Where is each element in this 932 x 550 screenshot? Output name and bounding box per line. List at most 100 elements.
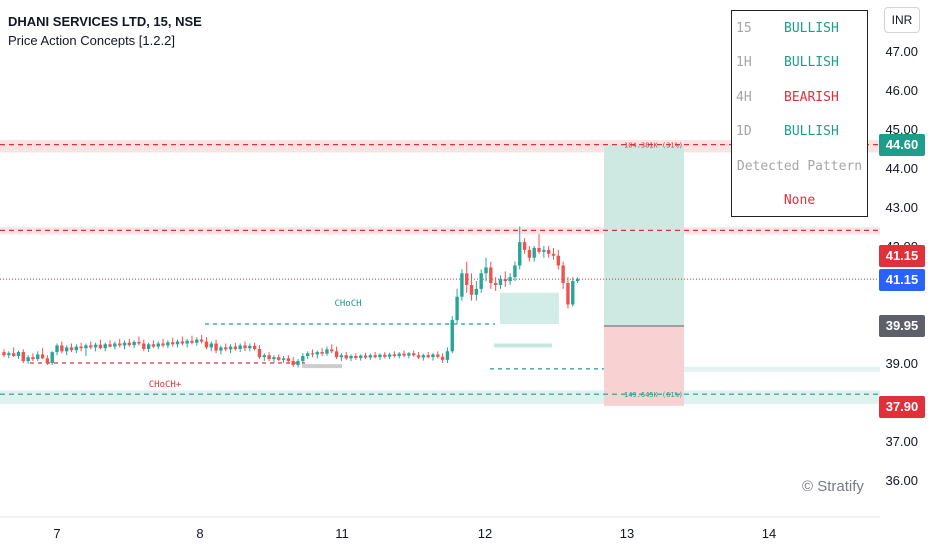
candle-body (383, 354, 387, 357)
take-profit-area (604, 144, 684, 326)
candle-body (151, 344, 156, 347)
pattern-value: None (783, 193, 816, 208)
symbol-title[interactable]: DHANI SERVICES LTD, 15, NSE (8, 14, 202, 29)
candle-body (89, 345, 93, 348)
watermark: © Stratify (802, 478, 864, 495)
candle-body (561, 265, 565, 284)
candle-body (334, 351, 339, 358)
candle-body (305, 353, 310, 356)
candle-body (2, 352, 6, 356)
candle-body (315, 352, 319, 355)
candle-body (74, 346, 78, 351)
candle-body (320, 352, 324, 354)
candle-body (11, 353, 16, 356)
currency-button[interactable]: INR (884, 7, 920, 33)
x-axis-tick-label: 13 (620, 526, 634, 541)
candle-body (142, 343, 146, 349)
candle-body (224, 347, 228, 350)
candle-body (262, 355, 266, 358)
candle-body (60, 345, 64, 352)
candle-body (474, 288, 479, 295)
trend-timeframe: 1H (736, 55, 752, 70)
candle-body (537, 247, 541, 252)
trend-timeframe: 15 (736, 21, 752, 36)
candle-body (103, 344, 107, 349)
chart-header: DHANI SERVICES LTD, 15, NSE Price Action… (8, 12, 202, 50)
trend-bias: BEARISH (784, 90, 839, 105)
candle-body (21, 352, 25, 362)
imbalance-bar (302, 364, 342, 369)
candle-body (7, 353, 11, 356)
stop-loss-area (604, 325, 684, 406)
trend-row-4h: 4H BEARISH (732, 90, 867, 110)
candle-body (450, 320, 454, 352)
pattern-header: Detected Pattern (736, 159, 863, 174)
candle-body (566, 283, 570, 305)
candle-body (243, 345, 247, 349)
candle-body (455, 296, 459, 321)
candle-body (412, 353, 416, 356)
candle-body (421, 355, 426, 358)
candle-body (484, 267, 488, 274)
candle-body (248, 345, 252, 349)
x-axis-tick-label: 11 (335, 526, 349, 541)
stop-loss-price-tag[interactable]: 37.90 (879, 396, 925, 418)
demand-zone-thin (604, 366, 880, 372)
current-price-tag[interactable]: 41.15 (879, 269, 925, 291)
candle-body (397, 353, 401, 356)
candle-body (233, 346, 238, 349)
trend-row-1d: 1D BULLISH (732, 124, 867, 144)
candle-body (277, 357, 281, 360)
candle-body (503, 279, 507, 282)
candle-body (392, 354, 397, 356)
candle-body (325, 349, 329, 354)
candle-body (546, 249, 551, 254)
candle-body (426, 355, 430, 358)
y-axis-tick-label: 39.00 (885, 356, 918, 371)
candle-body (522, 242, 527, 250)
take-profit-price-tag[interactable]: 44.60 (879, 134, 925, 156)
candle-body (199, 339, 204, 342)
entry-price-tag[interactable]: 39.95 (879, 315, 925, 337)
candle-body (257, 348, 262, 358)
candle-body (50, 352, 54, 363)
candle-body (137, 341, 141, 344)
candle-body (40, 354, 45, 359)
last-price-tag[interactable]: 41.15 (879, 245, 925, 267)
candle-body (286, 358, 291, 362)
candle-body (146, 344, 151, 349)
trend-timeframe: 4H (736, 90, 752, 105)
lower-volume-label: 149.645K (61%) (624, 391, 683, 399)
candle-body (498, 279, 503, 285)
trend-timeframe: 1D (736, 124, 752, 139)
candle-body (431, 354, 435, 358)
candle-body (532, 247, 536, 258)
order-block (500, 292, 559, 324)
candle-body (513, 265, 517, 278)
candle-body (132, 341, 136, 346)
candle-body (460, 273, 464, 297)
candle-body (228, 346, 233, 350)
candle-body (440, 356, 445, 360)
candle-body (518, 242, 522, 266)
candle-body (281, 358, 286, 360)
indicator-title[interactable]: Price Action Concepts [1.2.2] (8, 33, 175, 48)
choch-plus-label: CHoCH+ (149, 380, 182, 390)
candle-body (69, 347, 74, 351)
candle-body (358, 355, 363, 358)
candle-body (373, 355, 377, 358)
candle-body (190, 340, 194, 343)
candle-body (368, 355, 373, 358)
candle-body (79, 346, 83, 349)
x-axis-tick-label: 7 (53, 526, 60, 541)
x-axis-tick-label: 8 (196, 526, 203, 541)
candle-body (272, 357, 276, 360)
candle-body (465, 273, 469, 285)
candle-body (267, 355, 271, 360)
candle-body (378, 354, 382, 358)
candle-body (252, 345, 257, 349)
candle-body (349, 355, 353, 359)
candle-body (354, 355, 358, 358)
candle-body (493, 283, 498, 285)
